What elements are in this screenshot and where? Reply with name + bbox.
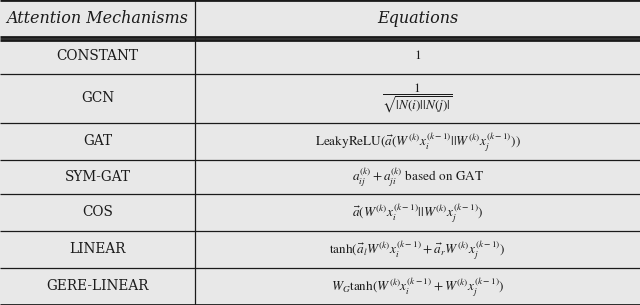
Text: COS: COS <box>82 206 113 219</box>
Text: $W_G\tanh(W^{(k)}x_i^{(k-1)} + W^{(k)}x_j^{(k-1)})$: $W_G\tanh(W^{(k)}x_i^{(k-1)} + W^{(k)}x_… <box>331 275 504 298</box>
Text: Attention Mechanisms: Attention Mechanisms <box>6 10 189 27</box>
Text: $\vec{a}(W^{(k)}x_i^{(k-1)}||W^{(k)}x_j^{(k-1)})$: $\vec{a}(W^{(k)}x_i^{(k-1)}||W^{(k)}x_j^… <box>352 201 483 224</box>
Text: CONSTANT: CONSTANT <box>56 48 139 63</box>
Text: $\mathrm{LeakyReLU}(\vec{a}(W^{(k)}x_i^{(k-1)}||W^{(k)}x_j^{(k-1)}))$: $\mathrm{LeakyReLU}(\vec{a}(W^{(k)}x_i^{… <box>315 130 520 153</box>
Text: Equations: Equations <box>377 10 458 27</box>
Text: $\dfrac{1}{\sqrt{|N(i)||N(j)|}}$: $\dfrac{1}{\sqrt{|N(i)||N(j)|}}$ <box>382 82 453 115</box>
Text: GAT: GAT <box>83 134 112 148</box>
Text: SYM-GAT: SYM-GAT <box>65 170 131 184</box>
Text: $1$: $1$ <box>414 49 421 62</box>
Text: GCN: GCN <box>81 92 114 106</box>
Text: LINEAR: LINEAR <box>69 242 126 257</box>
Text: $\tanh(\vec{a}_l W^{(k)}x_i^{(k-1)} + \vec{a}_r W^{(k)}x_j^{(k-1)})$: $\tanh(\vec{a}_l W^{(k)}x_i^{(k-1)} + \v… <box>330 238 506 261</box>
Text: $a_{ij}^{(k)} + a_{ji}^{(k)}$ based on GAT: $a_{ij}^{(k)} + a_{ji}^{(k)}$ based on G… <box>351 165 484 188</box>
Text: GERE-LINEAR: GERE-LINEAR <box>46 279 149 293</box>
